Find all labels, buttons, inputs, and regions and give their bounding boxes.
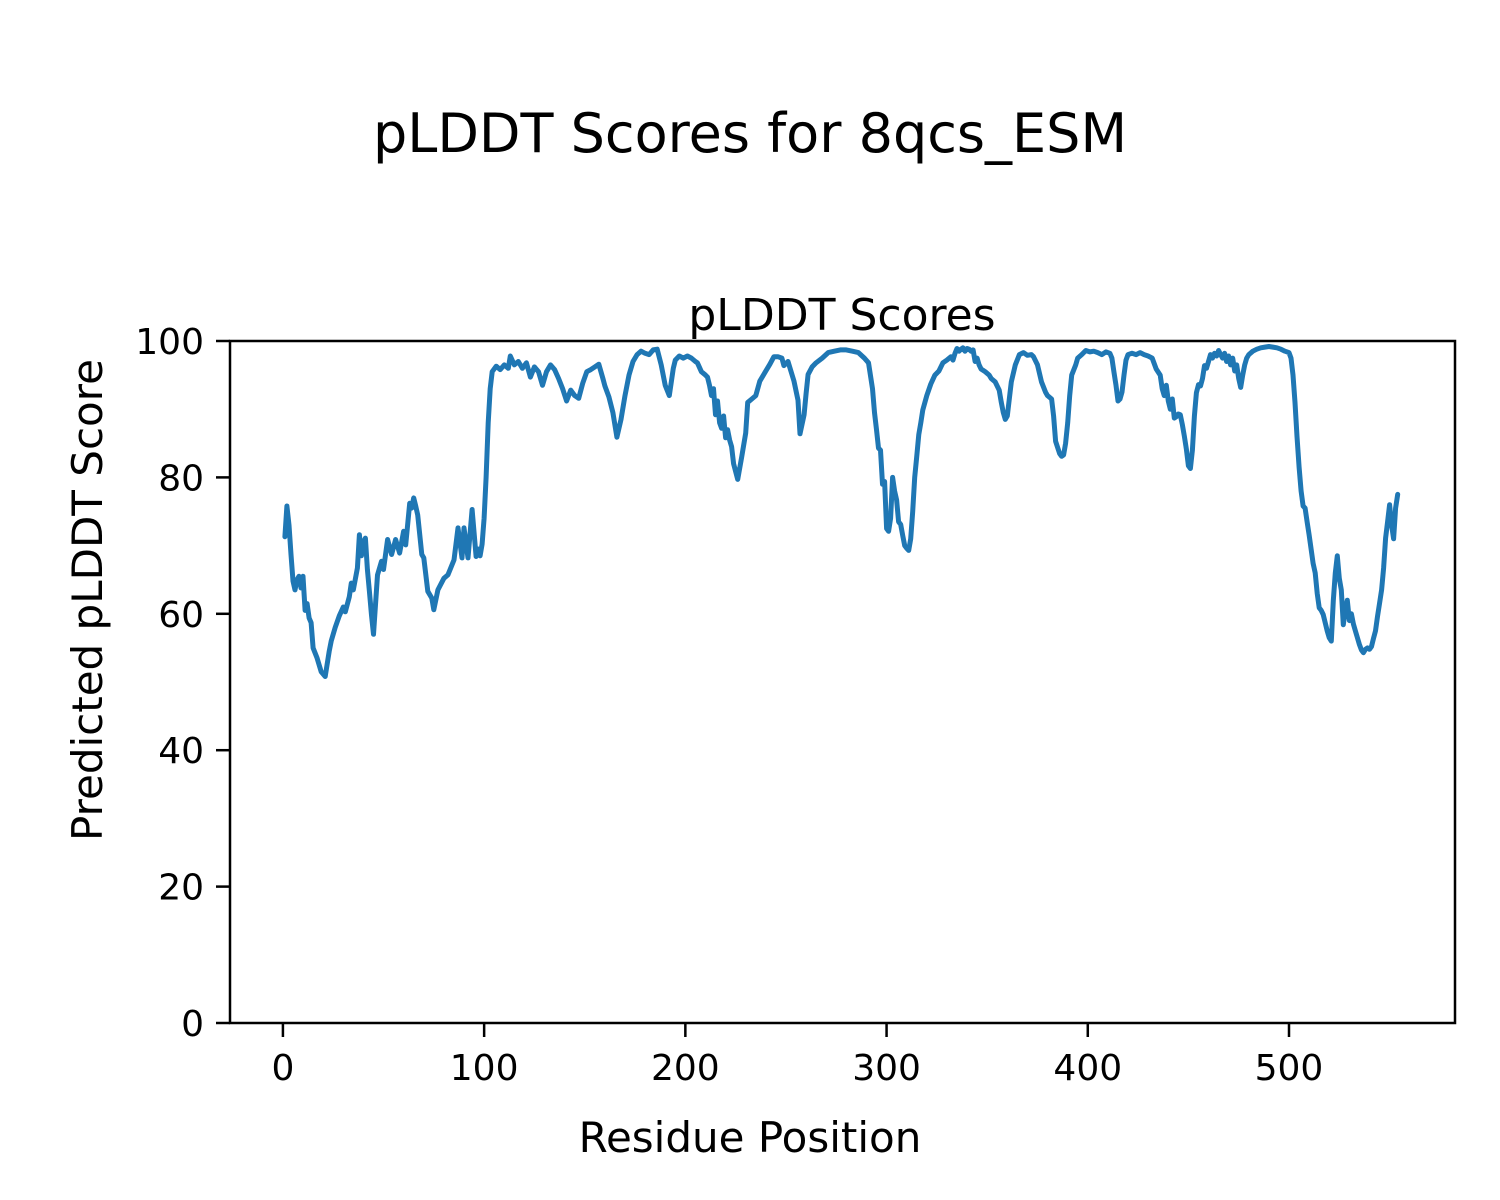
y-axis-label: Predicted pLDDT Score [63,359,112,841]
svg-text:0: 0 [271,1048,294,1089]
svg-text:40: 40 [158,731,204,772]
y-axis-ticklabels: 0 20 40 60 80 100 [135,322,204,1045]
x-axis-label: Residue Position [579,1113,922,1162]
axes-title: pLDDT Scores [688,290,995,341]
axes-frame [228,339,1457,1025]
svg-text:0: 0 [181,1004,204,1045]
plddt-line-series [282,344,1401,679]
svg-text:80: 80 [158,458,204,499]
svg-text:100: 100 [135,322,204,363]
svg-text:100: 100 [450,1048,519,1089]
svg-text:200: 200 [651,1048,720,1089]
svg-text:300: 300 [852,1048,921,1089]
svg-text:20: 20 [158,868,204,909]
y-axis-ticks [216,339,230,1025]
x-axis-ticklabels: 0 100 200 300 400 500 [271,1048,1323,1089]
svg-text:500: 500 [1255,1048,1324,1089]
x-axis-ticks [281,1023,1291,1037]
svg-text:400: 400 [1053,1048,1122,1089]
figure-suptitle: pLDDT Scores for 8qcs_ESM [373,102,1127,165]
svg-text:60: 60 [158,595,204,636]
